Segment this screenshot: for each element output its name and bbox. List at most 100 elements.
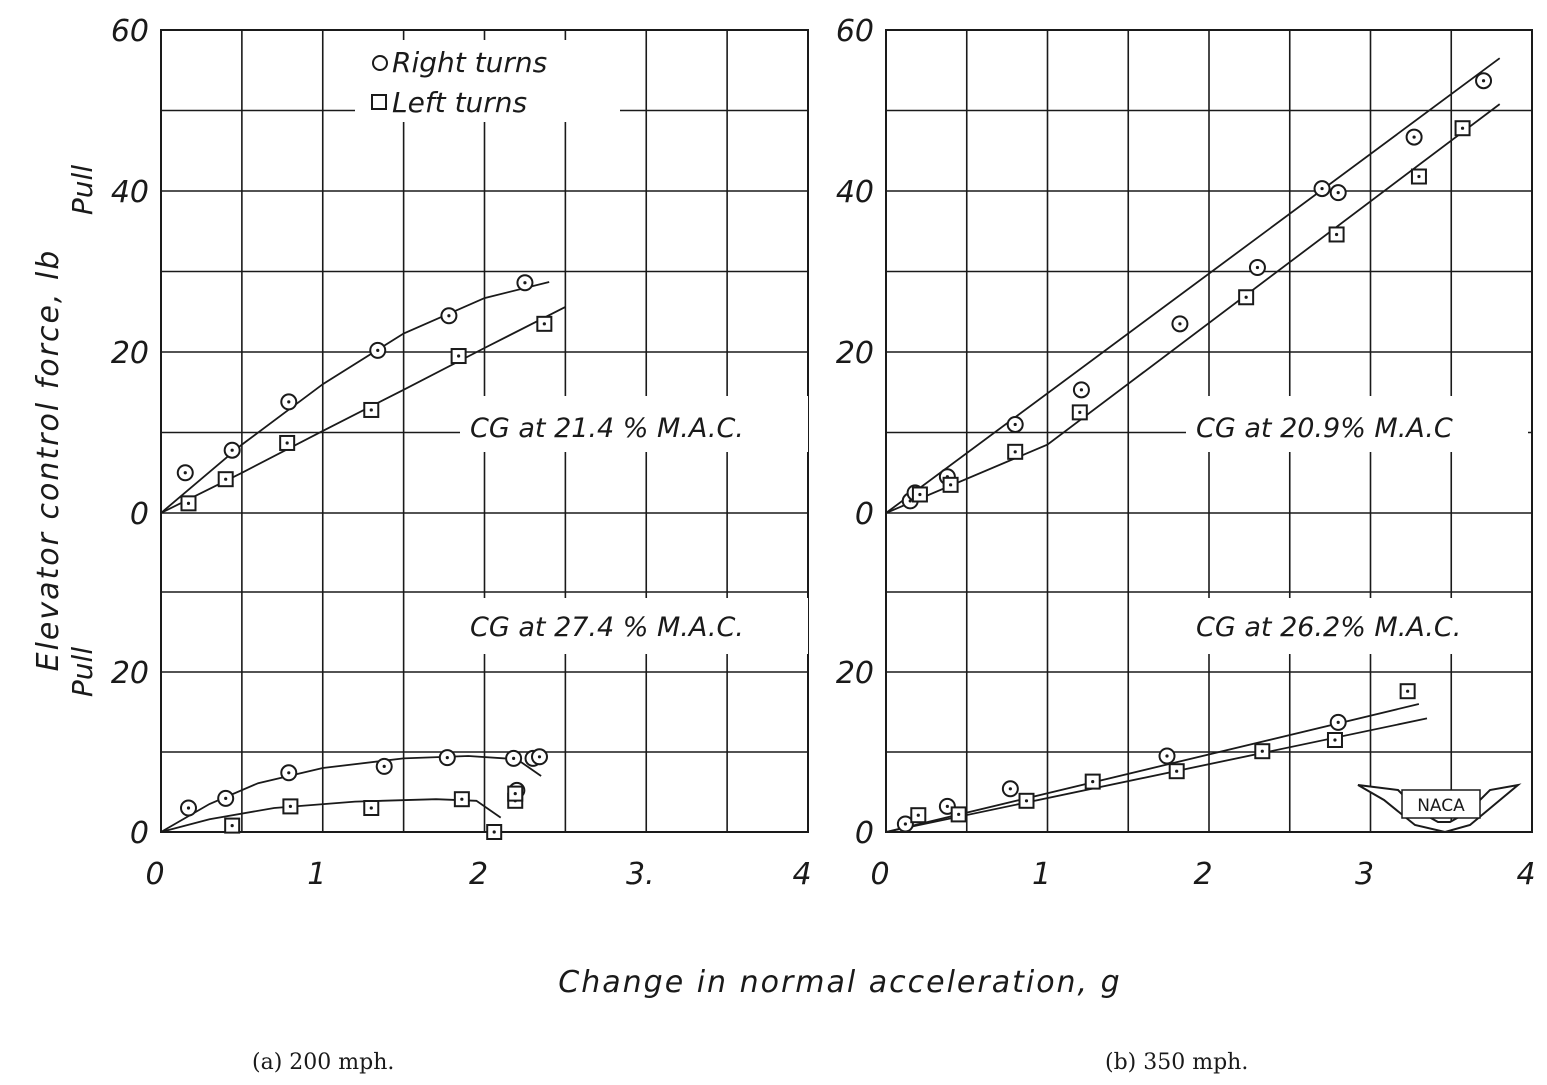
data-point-center-dot (1008, 787, 1012, 791)
data-point-center-dot (183, 471, 187, 475)
fit-curve (885, 103, 1501, 514)
y-tick-label: 0 (855, 497, 874, 532)
data-point-center-dot (288, 804, 292, 809)
x-tick-label: 4 (1516, 857, 1535, 892)
data-point-center-dot (1024, 799, 1029, 803)
pull-label-lower: Pull (66, 647, 99, 697)
data-point-center-dot (523, 281, 527, 285)
marker-layer (176, 72, 1493, 840)
data-point-center-dot (224, 796, 228, 801)
data-point-center-dot (1078, 410, 1082, 414)
legend-square-marker (371, 94, 387, 110)
naca-logo: NACA (1357, 783, 1522, 834)
caption-a: (a) 200 mph. (252, 1050, 394, 1075)
data-point-center-dot (285, 441, 289, 445)
pull-label-upper: Pull (66, 165, 99, 215)
data-point-center-dot (1417, 174, 1421, 179)
cg-note-bg-b-lower (1186, 598, 1528, 654)
data-point-center-dot (1336, 191, 1340, 195)
fit-curve (885, 703, 1420, 833)
data-point-center-dot (1013, 422, 1017, 427)
fit-curve (160, 798, 502, 833)
y-tick-label: 20 (111, 336, 149, 371)
cg-note-a-lower: CG at 27.4 % M.A.C. (470, 612, 744, 643)
data-point-center-dot (957, 812, 961, 817)
data-point-center-dot (369, 408, 373, 412)
data-point-center-dot (382, 764, 386, 769)
data-point-center-dot (512, 756, 516, 761)
data-point-center-dot (460, 797, 464, 801)
data-point-center-dot (1333, 738, 1337, 742)
data-point-center-dot (224, 477, 228, 481)
data-point-center-dot (1175, 769, 1179, 773)
data-point-center-dot (1481, 79, 1486, 83)
data-point-center-dot (1079, 388, 1084, 392)
legend-right-turns: Right turns (392, 46, 547, 79)
cg-note-bg-a-lower (460, 598, 808, 654)
data-point-center-dot (945, 804, 949, 809)
y-tick-label: 20 (836, 336, 874, 371)
data-point-center-dot (287, 771, 291, 775)
data-point-center-dot (949, 483, 953, 487)
x-tick-label: 3 (1355, 857, 1374, 892)
y-tick-label: 0 (130, 816, 149, 851)
y-tick-label: 20 (836, 656, 874, 691)
data-point-center-dot (447, 314, 451, 318)
data-point-center-dot (287, 400, 291, 404)
data-point-center-dot (918, 492, 922, 497)
data-point-center-dot (1013, 450, 1017, 454)
data-point-center-dot (186, 806, 191, 810)
legend-background (355, 40, 620, 122)
y-tick-label: 0 (855, 816, 874, 851)
cg-note-a-upper: CG at 21.4 % M.A.C. (470, 413, 744, 444)
caption-b: (b) 350 mph. (1105, 1050, 1248, 1075)
legend-circle-marker (372, 55, 388, 71)
data-point-center-dot (186, 501, 191, 505)
x-tick-label: 3. (626, 857, 655, 892)
y-tick-label: 40 (836, 175, 874, 210)
cg-note-bg-b-upper (1186, 396, 1528, 452)
legend: Right turns Left turns (371, 46, 547, 119)
data-point-center-dot (1320, 186, 1324, 191)
panel-frame (885, 29, 1533, 833)
data-point-center-dot (1336, 720, 1340, 725)
x-tick-label: 2 (1193, 857, 1212, 892)
data-point-center-dot (1460, 126, 1465, 130)
y-tick-label: 20 (111, 656, 149, 691)
cg-note-b-lower: CG at 26.2% M.A.C. (1196, 612, 1461, 643)
naca-badge (1401, 789, 1481, 819)
data-point-center-dot (230, 824, 234, 828)
y-tick-label: 0 (130, 497, 149, 532)
x-tick-label: 0 (870, 857, 889, 892)
naca-text: NACA (1417, 796, 1465, 816)
x-tick-label: 2 (469, 857, 488, 892)
data-point-center-dot (1255, 265, 1260, 270)
data-point-center-dot (1178, 322, 1182, 326)
y-tick-label: 40 (111, 175, 149, 210)
fit-curve (885, 57, 1501, 514)
x-tick-label: 1 (1032, 857, 1051, 892)
data-point-center-dot (1165, 754, 1169, 758)
y-axis-label: Elevator control force, lb (31, 249, 66, 672)
data-point-center-dot (1412, 135, 1416, 139)
data-point-center-dot (916, 813, 920, 817)
data-point-center-dot (457, 354, 461, 358)
cg-note-bg-a-upper (460, 396, 808, 452)
x-tick-label: 4 (792, 857, 811, 892)
data-point-center-dot (1260, 749, 1264, 753)
y-tick-label: 60 (836, 14, 874, 49)
data-point-center-dot (1406, 689, 1410, 693)
x-tick-label: 0 (145, 857, 164, 892)
data-point-center-dot (369, 806, 373, 810)
data-point-center-dot (376, 348, 380, 352)
y-tick-label: 60 (111, 14, 149, 49)
data-point-center-dot (230, 448, 234, 452)
data-point-center-dot (1334, 232, 1339, 237)
data-point-center-dot (1091, 780, 1095, 784)
grid-layer (160, 29, 1533, 833)
x-tick-label: 1 (307, 857, 326, 892)
data-point-center-dot (903, 822, 907, 826)
data-point-center-dot (513, 792, 517, 796)
